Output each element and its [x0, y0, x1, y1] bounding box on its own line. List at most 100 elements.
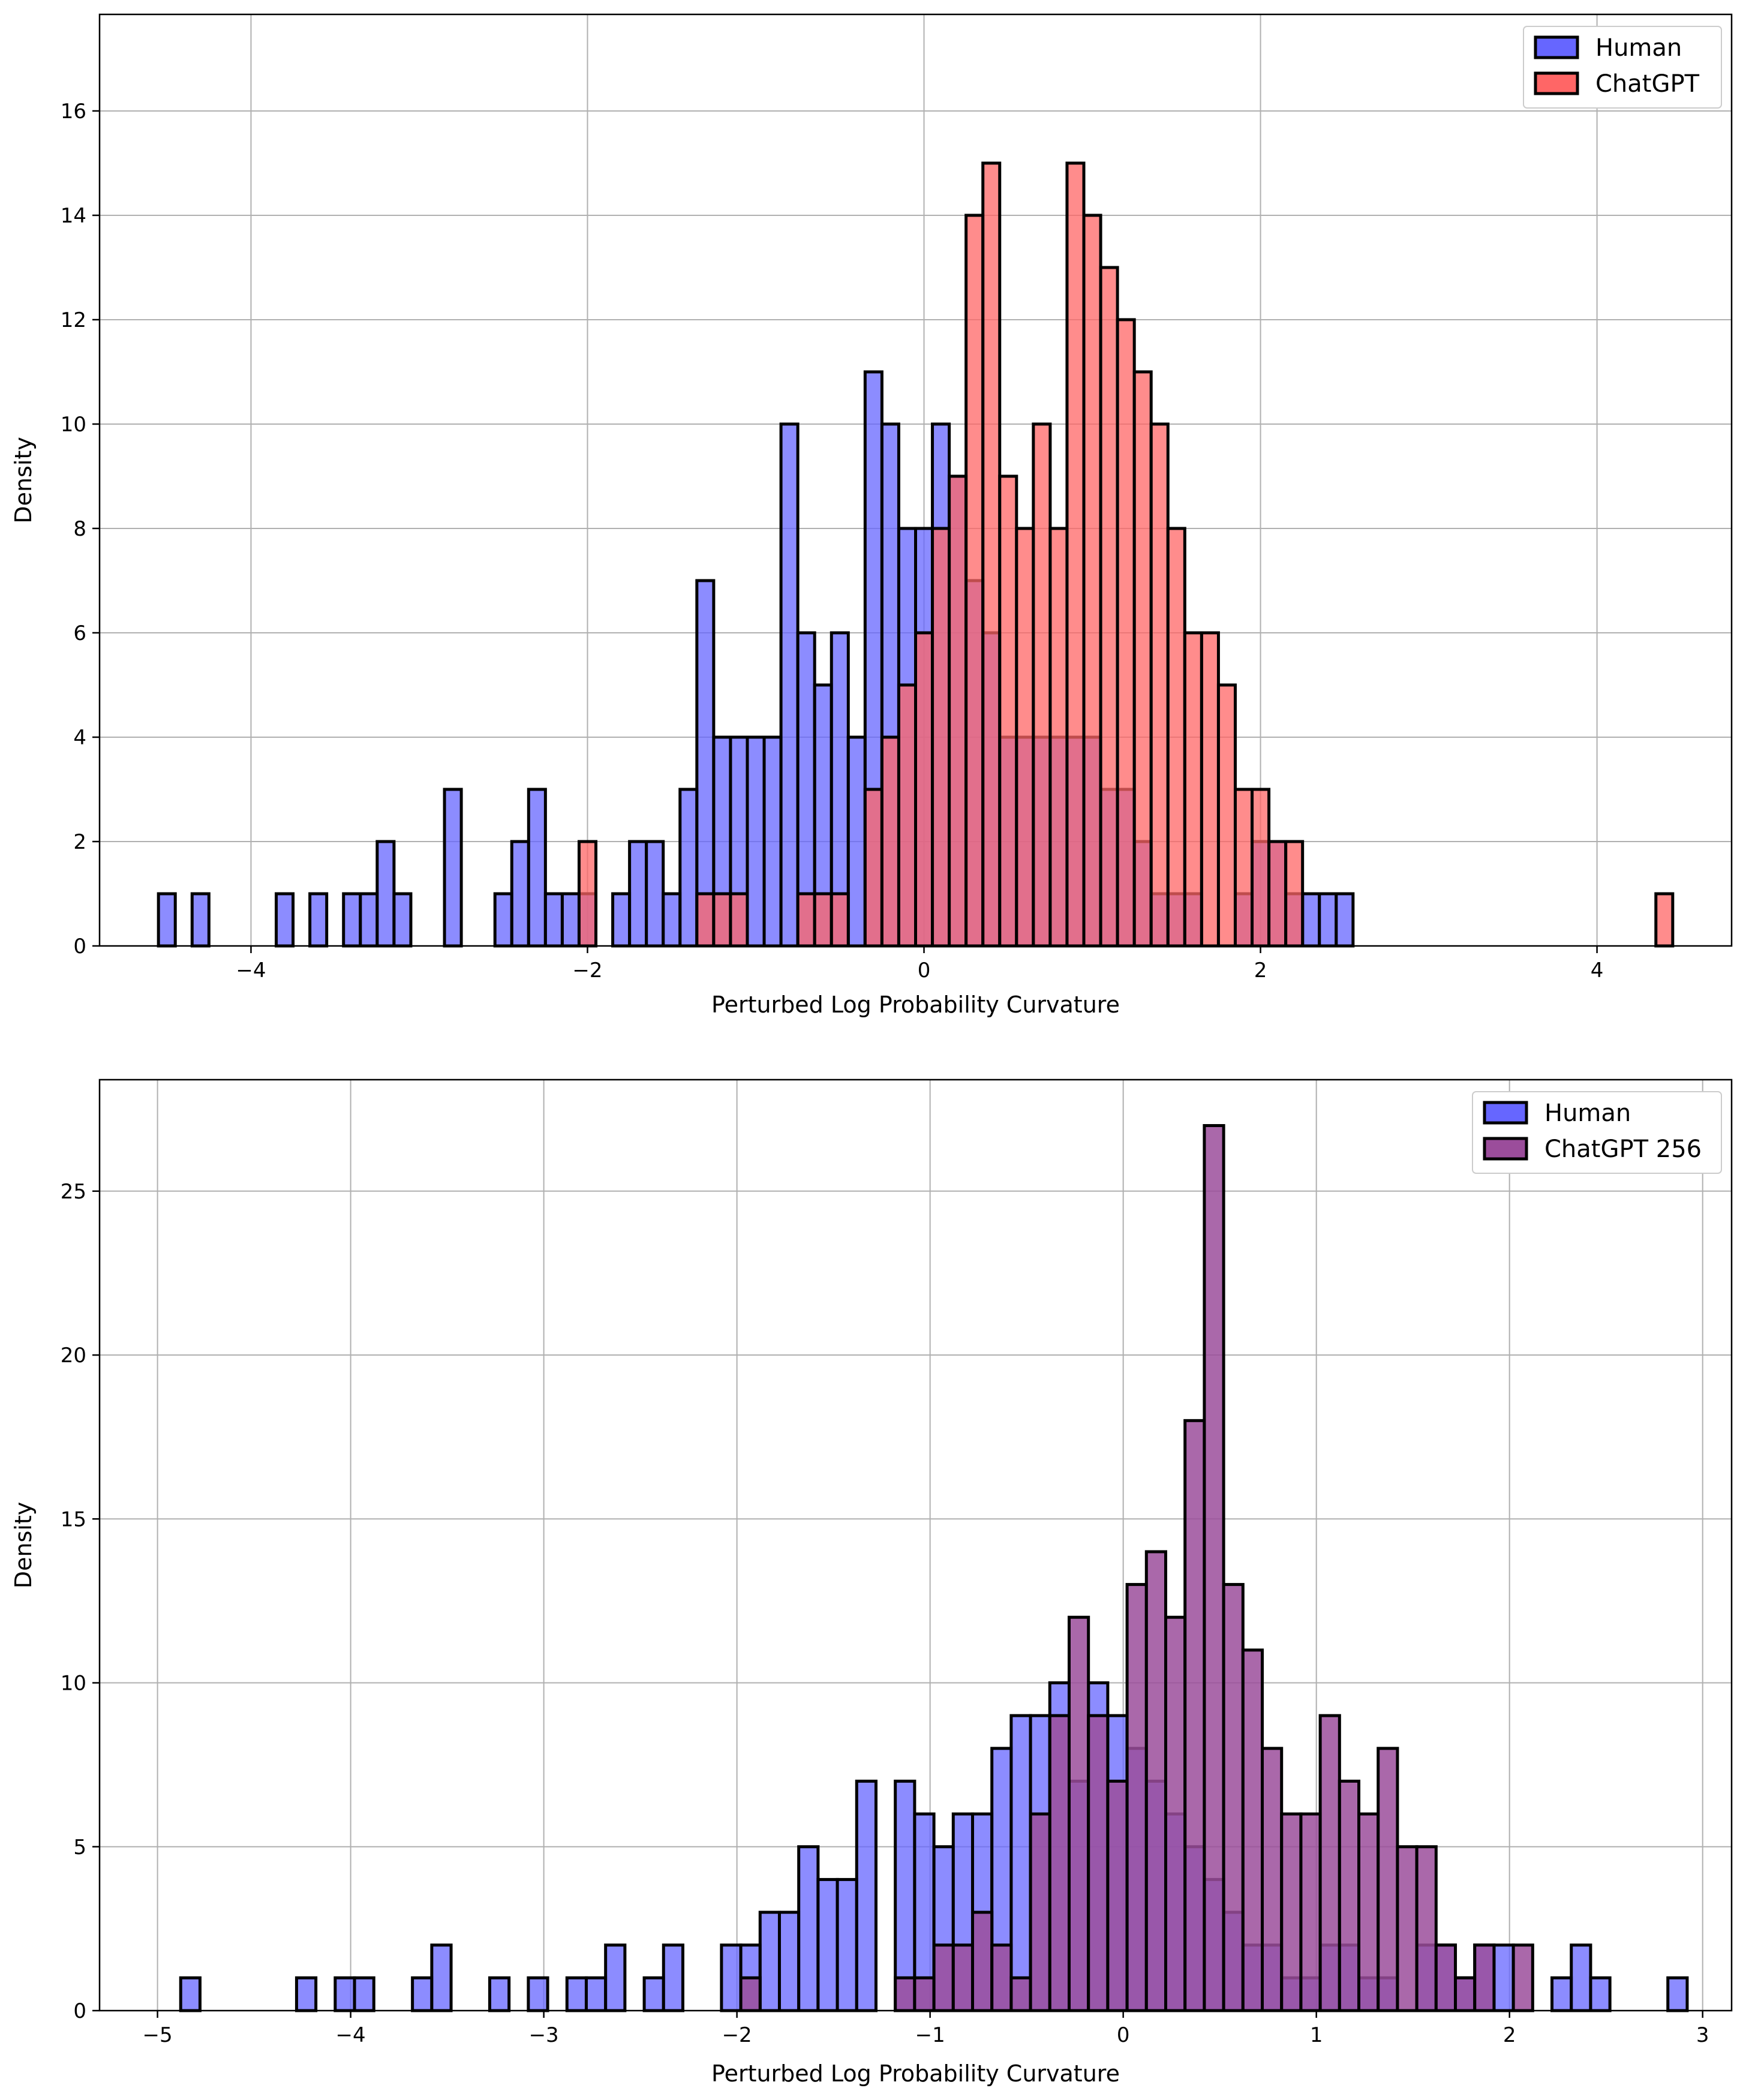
bar-human	[662, 1943, 684, 2012]
bar-human	[294, 1976, 318, 2012]
bar-human	[1492, 1943, 1515, 2012]
x-tick-label: −4	[336, 2023, 366, 2047]
bar-chatgpt	[897, 683, 918, 948]
bar-chatgpt-256	[1415, 1845, 1438, 2012]
bar-human	[565, 1976, 588, 2012]
y-tick-label: 8	[73, 517, 86, 541]
bar-human	[1301, 892, 1321, 948]
bar-chatgpt-256	[1164, 1615, 1187, 2012]
bar-chatgpt-256	[1125, 1583, 1148, 2012]
bar-chatgpt-256	[1280, 1812, 1303, 2012]
bar-human	[584, 1976, 608, 2012]
bar-human	[443, 788, 463, 948]
bar-chatgpt-256	[739, 1976, 762, 2012]
chart-top: −4 −2 0 2 4 0 2 4 6 8 10 12 14 16 Perturbed Log Prob…	[10, 13, 1733, 1018]
bar-human	[645, 840, 665, 948]
chart-top-legend-label-chatgpt: ChatGPT	[1595, 70, 1700, 98]
bar-human	[543, 892, 564, 948]
bar-chatgpt	[729, 892, 749, 948]
bar-human	[190, 892, 211, 948]
chart-top-ylabel: Density	[10, 437, 37, 523]
chart-bottom-legend-label-human: Human	[1544, 1099, 1631, 1127]
y-tick-label: 6	[73, 621, 86, 645]
chart-top-xlabel: Perturbed Log Probability Curvature	[711, 992, 1120, 1018]
bar-human	[560, 892, 581, 948]
bar-chatgpt	[1082, 214, 1102, 948]
bar-human	[1666, 1976, 1689, 2012]
bar-chatgpt	[964, 214, 985, 948]
y-tick-label: 16	[61, 100, 86, 124]
bar-chatgpt	[1132, 370, 1153, 948]
bar-chatgpt-256	[990, 1943, 1013, 2012]
bar-chatgpt	[1216, 683, 1237, 948]
x-tick-label: 0	[1117, 2023, 1130, 2047]
bar-human	[604, 1943, 627, 2012]
bar-chatgpt-256	[1183, 1419, 1206, 2012]
bar-human	[746, 735, 766, 948]
bar-chatgpt-256	[1357, 1812, 1380, 2012]
bar-chatgpt-256	[1454, 1976, 1477, 2012]
bar-chatgpt	[1116, 318, 1136, 948]
bar-chatgpt	[813, 892, 833, 948]
chart-top-frame	[98, 13, 1733, 947]
bar-chatgpt-256	[1009, 1976, 1032, 2012]
y-tick-label: 12	[61, 308, 86, 332]
bar-chatgpt	[931, 527, 951, 948]
bar-human	[816, 1877, 839, 2012]
y-tick-label: 2	[73, 830, 86, 854]
x-tick-label: −2	[572, 959, 602, 983]
bar-chatgpt-256	[1318, 1714, 1341, 2012]
y-tick-label: 0	[73, 935, 86, 959]
x-tick-label: 1	[1310, 2023, 1323, 2047]
bar-human	[353, 1976, 375, 2012]
bar-chatgpt	[1284, 840, 1305, 948]
bar-chatgpt-256	[1434, 1943, 1458, 2012]
bar-human	[527, 1976, 549, 2012]
bar-chatgpt-256	[1144, 1550, 1168, 2012]
bar-chatgpt-256	[1087, 1714, 1110, 2012]
bar-chatgpt-256	[1106, 1779, 1129, 2012]
bar-chatgpt-256	[951, 1943, 974, 2012]
bar-human	[375, 840, 396, 948]
bar-human	[779, 422, 800, 948]
bar-human	[797, 1845, 820, 2012]
bar-chatgpt	[863, 788, 883, 948]
bar-human	[836, 1877, 858, 2012]
x-tick-label: −3	[529, 2023, 559, 2047]
bar-human	[642, 1976, 665, 2012]
chart-bottom-frame	[98, 1078, 1733, 2012]
bar-chatgpt	[914, 631, 934, 948]
bar-chatgpt-256	[1203, 1124, 1225, 2012]
x-tick-label: −2	[722, 2023, 752, 2047]
x-tick-label: −5	[143, 2023, 173, 2047]
bar-chatgpt-256	[1299, 1812, 1322, 2012]
bar-human	[846, 735, 867, 948]
bar-chatgpt-256	[913, 1976, 936, 2012]
chart-bottom-legend-swatch-chatgpt256	[1483, 1137, 1528, 1161]
chart-top-legend-label-human: Human	[1595, 34, 1682, 62]
bar-chatgpt	[948, 474, 968, 948]
bar-human	[157, 892, 177, 948]
y-tick-label: 10	[61, 413, 86, 437]
bar-human	[527, 788, 547, 948]
bar-chatgpt-256	[1377, 1747, 1399, 2012]
bar-chatgpt-256	[1067, 1615, 1090, 2012]
x-tick-label: 2	[1503, 2023, 1516, 2047]
chart-bottom-bars	[179, 1124, 1689, 2012]
y-tick-label: 0	[73, 1999, 86, 2023]
bar-chatgpt	[796, 892, 816, 948]
y-tick-label: 20	[61, 1344, 86, 1368]
chart-bottom-grid	[100, 1080, 1732, 2011]
chart-top-xticks: −4 −2 0 2 4	[236, 946, 1603, 983]
bar-human	[855, 1779, 877, 2012]
bar-chatgpt	[1233, 788, 1254, 948]
bar-chatgpt	[1200, 631, 1220, 948]
y-tick-label: 10	[61, 1672, 86, 1696]
bar-chatgpt-256	[1029, 1812, 1051, 2012]
bar-human	[758, 1910, 781, 2012]
bar-chatgpt	[1065, 161, 1086, 948]
bar-human	[628, 840, 648, 948]
bar-human	[333, 1976, 356, 2012]
bar-chatgpt	[880, 735, 900, 948]
